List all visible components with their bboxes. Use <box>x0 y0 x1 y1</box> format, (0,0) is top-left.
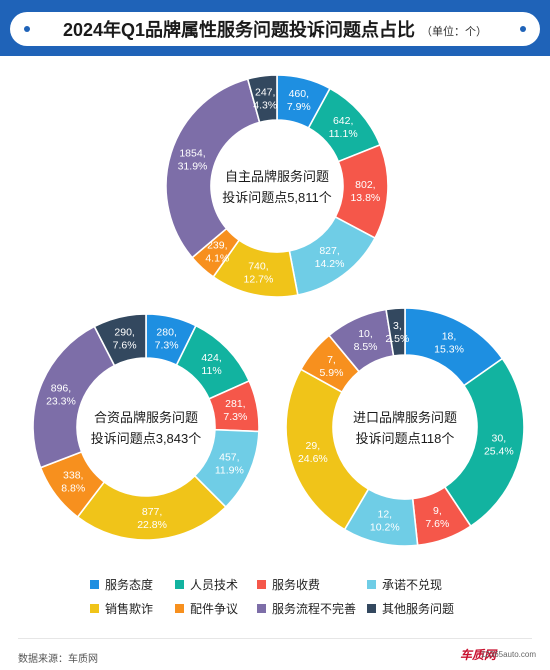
slice-1-8 <box>246 74 278 124</box>
legend-label: 服务流程不完善 <box>272 602 357 616</box>
title-dot-left <box>24 26 30 32</box>
legend-item-5: 销售欺诈 <box>90 600 153 617</box>
footer: 数据来源：车质网 车质网 12365auto.com <box>0 628 550 670</box>
brand-name: 车质网 <box>459 648 496 662</box>
unit-label: （单位：个） <box>421 26 488 38</box>
slice-label-3-6: 7, 5.9% <box>320 354 344 379</box>
slice-label-1-8: 247, 4.3% <box>253 86 277 111</box>
legend-swatch <box>257 580 266 589</box>
center-total-1: 投诉问题点5,811个 <box>222 190 332 205</box>
title-wrap: 2024年Q1品牌属性服务问题投诉问题点占比 （单位：个） <box>10 12 540 46</box>
slice-label-2-5: 877, 22.8% <box>137 506 167 531</box>
slice-label-1-3: 802, 13.8% <box>350 179 380 204</box>
brand-url: 12365auto.com <box>480 650 536 659</box>
slice-2-8 <box>93 313 147 367</box>
legend-label: 配件争议 <box>190 602 239 616</box>
slice-label-1-5: 740, 12.7% <box>244 261 274 286</box>
legend-swatch <box>367 580 376 589</box>
legend-item-1: 服务态度 <box>90 576 153 593</box>
title-dot-right <box>520 26 526 32</box>
slice-label-3-4: 12, 10.2% <box>370 508 400 533</box>
brand-logo: 车质网 12365auto.com <box>406 641 536 667</box>
slice-label-3-8: 3, 2.5% <box>385 320 409 345</box>
legend-label: 服务收费 <box>272 578 321 592</box>
slice-3-2 <box>443 357 525 528</box>
slice-label-2-1: 280, 7.3% <box>155 326 179 351</box>
slice-label-1-7: 1854, 31.9% <box>178 148 208 173</box>
legend-item-8: 其他服务问题 <box>367 600 454 617</box>
legend-item-3: 服务收费 <box>257 576 320 593</box>
legend-label: 其他服务问题 <box>382 602 455 616</box>
legend-label: 服务态度 <box>105 578 154 592</box>
center-total-2: 投诉问题点3,843个 <box>91 431 202 446</box>
donut-chart-1: 460, 7.9% 642, 11.1% 802, 13.8% 827, 14.2% 740, 1… <box>165 74 389 298</box>
center-title-2: 合资品牌服务问题 <box>94 410 198 425</box>
chart-title: 2024年Q1品牌属性服务问题投诉问题点占比 <box>62 20 416 40</box>
donut-charts: 460, 7.9% 642, 11.1% 802, 13.8% 827, 14.2% 740, 1… <box>32 74 525 547</box>
donut-chart-2: 280, 7.3% 424, 11% 281, 7.3% 457, 11.9% 877, 22.8… <box>32 313 260 541</box>
legend-item-6: 配件争议 <box>175 600 238 617</box>
slice-label-2-4: 457, 11.9% <box>215 452 244 477</box>
legend-item-7: 服务流程不完善 <box>257 600 356 617</box>
slice-label-2-7: 896, 23.3% <box>46 383 76 408</box>
footer-divider <box>18 638 532 639</box>
slice-label-3-7: 10, 8.5% <box>354 328 378 353</box>
slice-3-8 <box>385 307 406 357</box>
slice-label-3-1: 18, 15.3% <box>434 330 464 355</box>
slice-label-3-2: 30, 25.4% <box>484 433 514 458</box>
slice-label-2-2: 424, 11% <box>201 352 221 377</box>
slice-label-1-6: 239, 4.1% <box>205 239 229 264</box>
slice-label-1-2: 642, 11.1% <box>329 115 358 140</box>
center-total-3: 投诉问题点118个 <box>356 431 455 446</box>
legend-item-4: 承诺不兑现 <box>367 576 442 593</box>
legend-swatch <box>175 580 184 589</box>
header-band: 2024年Q1品牌属性服务问题投诉问题点占比 （单位：个） <box>0 0 550 56</box>
legend-label: 销售欺诈 <box>105 602 154 616</box>
slice-label-2-8: 290, 7.6% <box>113 327 137 352</box>
slice-1-7 <box>165 77 261 259</box>
title-bar: 2024年Q1品牌属性服务问题投诉问题点占比 （单位：个） <box>10 12 540 46</box>
slice-3-5 <box>285 368 370 531</box>
legend: 服务态度 人员技术 服务收费 承诺不兑现销售欺诈 配件争议 服务流程不完善 其他服务问题 <box>90 576 510 622</box>
legend-label: 人员技术 <box>190 578 239 592</box>
center-title-1: 自主品牌服务问题 <box>225 169 329 184</box>
legend-swatch <box>367 604 376 613</box>
slice-label-2-3: 281, 7.3% <box>223 398 247 423</box>
legend-swatch <box>90 580 99 589</box>
slice-label-3-5: 29, 24.6% <box>298 440 328 465</box>
slice-label-2-6: 338, 8.8% <box>61 470 85 495</box>
donut-chart-3: 18, 15.3% 30, 25.4% 9, 7.6% 12, 10.2% 29, 24.6% 7,… <box>285 307 525 547</box>
slice-label-3-3: 9, 7.6% <box>425 505 449 530</box>
legend-swatch <box>175 604 184 613</box>
slice-label-1-1: 460, 7.9% <box>287 88 311 113</box>
legend-swatch <box>257 604 266 613</box>
center-title-3: 进口品牌服务问题 <box>353 410 457 425</box>
legend-item-2: 人员技术 <box>175 576 238 593</box>
legend-swatch <box>90 604 99 613</box>
slice-label-1-4: 827, 14.2% <box>315 245 345 270</box>
legend-label: 承诺不兑现 <box>382 578 443 592</box>
source-note: 数据来源：车质网 <box>18 654 98 665</box>
